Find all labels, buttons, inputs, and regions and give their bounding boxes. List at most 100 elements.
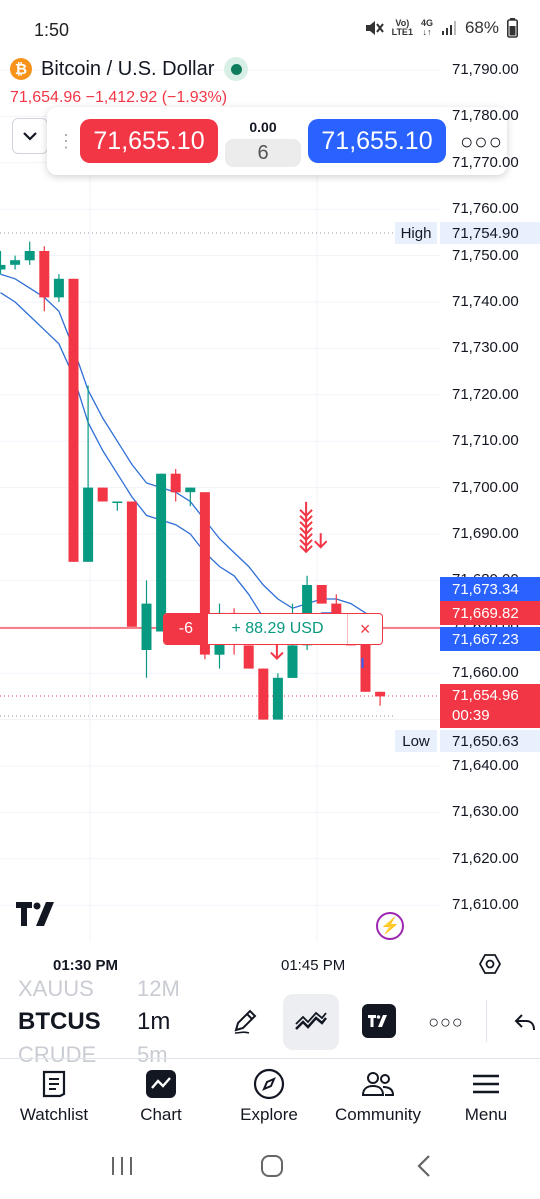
candle[interactable] bbox=[272, 673, 283, 720]
symbol-picker[interactable]: BTCUS bbox=[18, 1008, 101, 1035]
sell-button[interactable]: 71,655.10 bbox=[80, 119, 218, 163]
position-line-label[interactable]: -6 + 88.29 USD × bbox=[163, 613, 383, 645]
symbol-title[interactable]: Bitcoin / U.S. Dollar bbox=[41, 57, 215, 80]
status-time: 1:50 bbox=[34, 20, 70, 40]
high-price: 71,754.90 bbox=[440, 222, 540, 244]
status-icons: Vo) LTE1 4G ↓↑ 68% bbox=[364, 18, 518, 38]
recent-apps-icon[interactable] bbox=[110, 1154, 134, 1178]
signal-icon bbox=[441, 21, 456, 35]
price-tick-label: 71,640.00 bbox=[452, 757, 519, 774]
position-price-tag: 71,669.82 bbox=[440, 601, 540, 625]
price-tick-label: 71,700.00 bbox=[452, 478, 519, 496]
sell-signal-arrow bbox=[299, 501, 313, 554]
candle[interactable] bbox=[170, 469, 181, 502]
tradingview-button[interactable] bbox=[362, 1004, 396, 1038]
nav-watchlist[interactable]: Watchlist bbox=[4, 1067, 104, 1125]
nav-label: Explore bbox=[240, 1105, 298, 1124]
toolbar-more-icon[interactable]: ○○○ bbox=[428, 1011, 464, 1032]
candle[interactable] bbox=[360, 636, 371, 692]
candle-body bbox=[199, 492, 210, 655]
undo-button[interactable] bbox=[510, 1008, 540, 1036]
nav-menu[interactable]: Menu bbox=[436, 1067, 536, 1125]
bolt-icon[interactable]: ⚡ bbox=[376, 912, 404, 940]
collapse-button[interactable] bbox=[12, 118, 48, 154]
nav-label: Community bbox=[335, 1105, 421, 1124]
candle[interactable] bbox=[112, 501, 123, 511]
candle-body bbox=[316, 585, 327, 604]
nav-label: Chart bbox=[140, 1105, 182, 1124]
close-position-button[interactable]: × bbox=[347, 614, 382, 644]
buy-price-tag: 71,673.34 bbox=[440, 577, 540, 601]
price-tick-label: 71,720.00 bbox=[452, 385, 519, 403]
candle-body bbox=[39, 251, 50, 298]
price-tick-label: 71,660.00 bbox=[452, 664, 519, 682]
candle[interactable] bbox=[243, 645, 254, 669]
quantity-input[interactable]: 6 bbox=[225, 139, 301, 167]
nav-chart[interactable]: Chart bbox=[111, 1067, 211, 1125]
indicators-button[interactable] bbox=[283, 994, 339, 1050]
bottom-nav: Watchlist Chart Explore Community Menu bbox=[0, 1058, 540, 1134]
back-icon[interactable] bbox=[414, 1154, 434, 1178]
interval-picker[interactable]: 1m bbox=[137, 1008, 171, 1035]
menu-icon bbox=[436, 1067, 536, 1101]
candle[interactable] bbox=[258, 668, 269, 720]
chevron-down-icon bbox=[23, 132, 37, 141]
market-open-icon[interactable] bbox=[224, 57, 249, 81]
status-bar: 1:50 Vo) LTE1 4G ↓↑ 68% bbox=[0, 0, 540, 58]
candle[interactable] bbox=[141, 580, 152, 678]
nav-explore[interactable]: Explore bbox=[219, 1067, 319, 1125]
battery-icon bbox=[507, 18, 518, 38]
pencil-icon bbox=[234, 1009, 257, 1034]
candle[interactable] bbox=[316, 585, 327, 604]
candle[interactable] bbox=[10, 255, 21, 270]
symbol-prev[interactable]: XAUUS bbox=[18, 976, 94, 1001]
time-axis[interactable]: 01:30 PM 01:45 PM bbox=[0, 942, 540, 986]
compass-icon bbox=[219, 1067, 319, 1101]
price-tick-label: 71,620.00 bbox=[452, 849, 519, 867]
symbol-header[interactable]: ₿ Bitcoin / U.S. Dollar bbox=[10, 55, 249, 83]
bitcoin-icon: ₿ bbox=[10, 58, 32, 80]
candle-body bbox=[287, 645, 298, 678]
candle[interactable] bbox=[68, 278, 79, 562]
candle[interactable] bbox=[126, 501, 137, 627]
home-icon[interactable] bbox=[260, 1154, 284, 1178]
nav-community[interactable]: Community bbox=[328, 1067, 428, 1125]
battery-percent: 68% bbox=[464, 18, 499, 37]
time-label: 01:30 PM bbox=[53, 957, 119, 974]
candle-body bbox=[331, 603, 342, 623]
candle-body bbox=[126, 501, 137, 627]
buy-button[interactable]: 71,655.10 bbox=[308, 119, 446, 163]
candle[interactable] bbox=[97, 487, 108, 502]
candle-body bbox=[156, 473, 167, 632]
high-label: High bbox=[395, 222, 437, 244]
candle-body bbox=[24, 251, 35, 261]
ma-price-tag: 71,667.23 bbox=[440, 627, 540, 651]
price-tick-label: 71,780.00 bbox=[452, 107, 519, 125]
tradingview-logo-icon[interactable] bbox=[16, 902, 60, 926]
candle[interactable] bbox=[185, 487, 196, 507]
nav-label: Menu bbox=[464, 1105, 508, 1124]
more-options-icon[interactable]: ○○○ bbox=[460, 129, 503, 154]
candle[interactable] bbox=[83, 385, 94, 562]
candle[interactable] bbox=[156, 473, 167, 632]
watchlist-icon bbox=[4, 1067, 104, 1101]
candle[interactable] bbox=[0, 250, 6, 275]
symbol-next[interactable]: CRUDE bbox=[18, 1042, 97, 1067]
candle-body bbox=[360, 636, 371, 692]
candle[interactable] bbox=[39, 246, 50, 312]
settings-icon[interactable] bbox=[479, 953, 501, 975]
interval-next[interactable]: 5m bbox=[137, 1042, 168, 1067]
candle[interactable] bbox=[53, 274, 64, 302]
candle[interactable] bbox=[375, 691, 386, 706]
position-quantity[interactable]: -6 bbox=[164, 614, 208, 644]
price-tick-label: 71,610.00 bbox=[452, 896, 519, 914]
drawing-tool-button[interactable] bbox=[226, 1002, 264, 1040]
price-tick-label: 71,790.00 bbox=[452, 61, 519, 78]
toolbar-divider bbox=[486, 1000, 487, 1042]
mute-icon bbox=[365, 21, 384, 35]
candle[interactable] bbox=[24, 241, 35, 265]
interval-prev[interactable]: 12M bbox=[137, 976, 180, 1001]
price-tick-label: 71,730.00 bbox=[452, 339, 519, 357]
community-icon bbox=[328, 1067, 428, 1101]
candle-body bbox=[243, 645, 254, 669]
